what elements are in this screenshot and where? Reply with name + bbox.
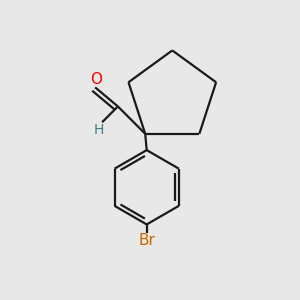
Text: O: O [91,72,103,87]
Text: H: H [94,123,104,136]
Text: Br: Br [138,233,155,248]
